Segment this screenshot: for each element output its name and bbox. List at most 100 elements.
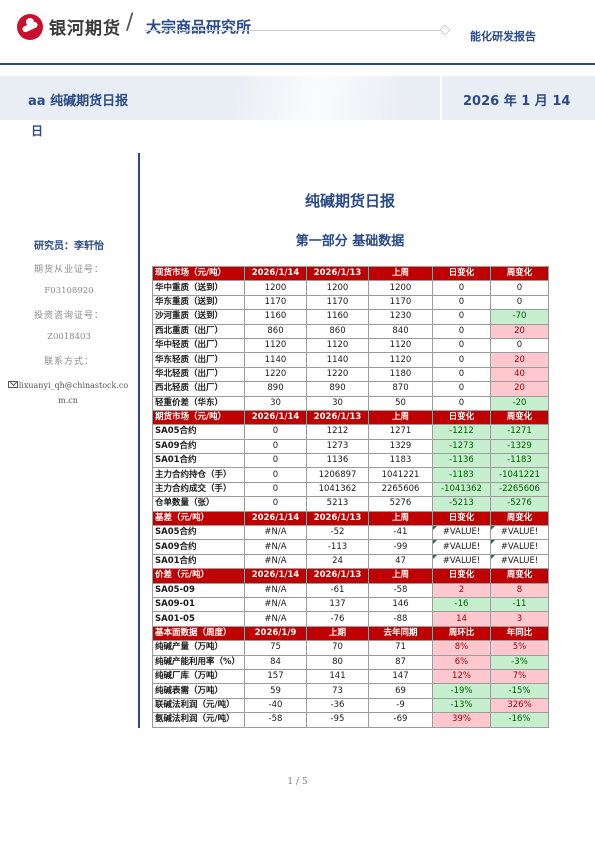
table-cell: 50	[368, 395, 433, 411]
table-cell: 0	[432, 323, 491, 339]
row-label: 纯碱厂库（万吨）	[152, 668, 245, 685]
table-cell: 7%	[490, 668, 549, 685]
table-cell: 1160	[244, 309, 307, 325]
table-cell: -52	[306, 525, 369, 541]
table-row: 轻重价差（华东） 30 30 50 0 -20	[152, 395, 549, 411]
table-cell: 0	[244, 467, 307, 483]
table-cell: 75	[244, 640, 307, 656]
table-row: 纯碱产量（万吨） 75 70 71 8% 5%	[152, 640, 549, 656]
table-cell: 0	[490, 294, 549, 311]
column-header: 上周	[368, 409, 433, 426]
table-cell: 30	[244, 395, 307, 411]
column-header: 2026/1/9	[244, 625, 307, 642]
table-cell: 1271	[368, 424, 433, 440]
row-label: SA09合约	[152, 539, 245, 555]
sidebar-divider	[138, 153, 140, 728]
column-header: 去年同期	[368, 625, 433, 642]
table-cell: 1200	[306, 280, 369, 296]
table-cell: 1200	[368, 280, 433, 296]
table-cell: -5276	[490, 496, 549, 512]
report-date-suffix: 日	[31, 124, 44, 138]
table-cell: 0	[244, 453, 307, 469]
header-rule	[145, 30, 445, 31]
row-label: 联碱法利润（元/吨）	[152, 697, 245, 714]
table-cell: -40	[244, 697, 307, 714]
table-cell: 70	[306, 640, 369, 656]
table-row: 联碱法利润（元/吨） -40 -36 -9 -13% 326%	[152, 697, 549, 714]
table-cell: #VALUE!	[432, 525, 491, 541]
column-header: 2026/1/14	[244, 510, 307, 527]
table-row: 纯碱厂库（万吨） 157 141 147 12% 7%	[152, 668, 549, 685]
table-row: 纯碱表需（万吨） 59 73 69 -19% -15%	[152, 683, 549, 699]
row-label: 华东轻质（出厂）	[152, 352, 245, 368]
table-cell: 59	[244, 683, 307, 699]
table-cell: -1212	[432, 424, 491, 440]
table-cell: 137	[306, 596, 369, 613]
table-cell: 8	[490, 582, 549, 598]
table-cell: #VALUE!	[432, 539, 491, 555]
table-row: 主力合约持仓（手） 0 1206897 1041221 -1183 -1041221	[152, 467, 549, 483]
table-cell: 1140	[306, 352, 369, 368]
row-label: 纯碱产能利用率（%）	[152, 654, 245, 670]
table-cell: -1136	[432, 453, 491, 469]
table-cell: 20	[490, 323, 549, 339]
column-header: 日变化	[432, 409, 491, 426]
table-cell: 860	[244, 323, 307, 339]
table-cell: 147	[368, 668, 433, 685]
table-cell: 0	[432, 366, 491, 383]
table-cell: -13%	[432, 697, 491, 714]
table-cell: 87	[368, 654, 433, 670]
table-cell: 80	[306, 654, 369, 670]
row-label: 仓单数量（张）	[152, 496, 245, 512]
table-row: 华北轻质（出厂） 1220 1220 1180 0 40	[152, 366, 549, 383]
table-cell: -58	[368, 582, 433, 598]
table-cell: 1329	[368, 438, 433, 455]
table-cell: 1220	[244, 366, 307, 383]
table-cell: 20	[490, 352, 549, 368]
table-cell: -36	[306, 697, 369, 714]
table-cell: -16%	[490, 712, 549, 728]
table-cell: #VALUE!	[490, 525, 549, 541]
table-cell: 326%	[490, 697, 549, 714]
section-header-label: 现货市场（元/吨）	[152, 265, 245, 282]
table-cell: 2	[432, 582, 491, 598]
report-title: aa 纯碱期货日报	[28, 94, 129, 109]
row-label: SA09合约	[152, 438, 245, 455]
table-cell: -2265606	[490, 481, 549, 498]
band-decoration	[230, 76, 450, 120]
column-header: 年同比	[490, 625, 549, 642]
company-name: 银河期货	[49, 19, 121, 39]
galaxy-logo-icon	[17, 14, 43, 40]
email-text[interactable]: lixuanyi_qh@chinastock.com.cn	[18, 381, 129, 405]
column-header: 2026/1/13	[306, 568, 369, 584]
contact-email[interactable]: lixuanyi_qh@chinastock.com.cn	[0, 378, 138, 408]
column-header: 2026/1/14	[244, 568, 307, 584]
table-cell: #N/A	[244, 611, 307, 627]
column-header: 日变化	[432, 265, 491, 282]
table-row: SA09-01 #N/A 137 146 -16 -11	[152, 596, 549, 613]
table-cell: -1041221	[490, 467, 549, 483]
section-header-label: 价差（元/吨）	[152, 568, 245, 584]
column-header: 2026/1/13	[306, 265, 369, 282]
table-cell: 73	[306, 683, 369, 699]
institute-name: 大宗商品研究所	[146, 18, 252, 36]
table-cell: 8%	[432, 640, 491, 656]
table-row: SA09合约 #N/A -113 -99 #VALUE! #VALUE!	[152, 539, 549, 555]
table-cell: -20	[490, 395, 549, 411]
table-cell: 1136	[306, 453, 369, 469]
table-cell: 30	[306, 395, 369, 411]
table-cell: 5276	[368, 496, 433, 512]
column-header: 上周	[368, 568, 433, 584]
table-cell: 0	[432, 395, 491, 411]
column-header: 周变化	[490, 568, 549, 584]
report-type: 能化研发报告	[470, 30, 536, 43]
table-cell: 1140	[244, 352, 307, 368]
table-row: 沙河重质（送到） 1160 1160 1230 0 -70	[152, 309, 549, 325]
table-cell: 1041362	[306, 481, 369, 498]
table-cell: 1170	[306, 294, 369, 311]
document-title: 纯碱期货日报	[304, 192, 395, 210]
row-label: SA01合约	[152, 553, 245, 570]
section-header-label: 基差（元/吨）	[152, 510, 245, 527]
diamond-icon	[439, 24, 451, 36]
section-title: 第一部分 基础数据	[295, 234, 405, 249]
